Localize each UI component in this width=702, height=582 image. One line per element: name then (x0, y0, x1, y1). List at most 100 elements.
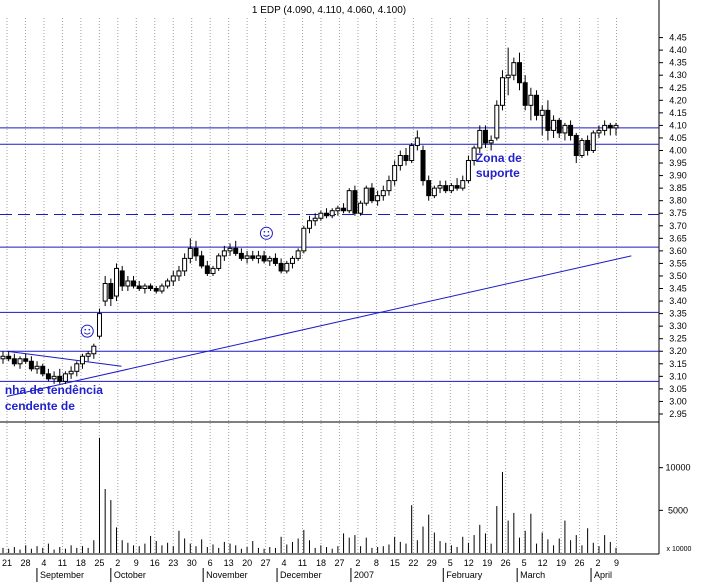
price-tick-label: 3.25 (669, 334, 687, 344)
candle (255, 250, 261, 264)
price-tick-label: 4.05 (669, 133, 687, 143)
candle (79, 353, 85, 369)
candle (6, 351, 12, 362)
candle-up (17, 358, 23, 365)
price-tick-label: 3.85 (669, 183, 687, 193)
candle-up (511, 62, 517, 76)
price-tick-label: 3.40 (669, 296, 687, 306)
candle-down (272, 257, 278, 264)
price-tick-label: 3.00 (669, 396, 687, 406)
candle-up (85, 353, 91, 357)
candle-down (420, 149, 426, 182)
candle-up (244, 255, 250, 259)
candle-down (193, 247, 199, 257)
candle (380, 185, 386, 201)
candle (108, 278, 114, 307)
candle-down (119, 270, 125, 287)
candle-up (307, 220, 312, 229)
day-tick-label: 16 (150, 558, 160, 568)
candle (596, 125, 602, 138)
candle (170, 270, 176, 286)
candle (102, 275, 108, 307)
candle-up (590, 132, 596, 151)
day-tick-label: 23 (168, 558, 178, 568)
day-tick-label: 26 (575, 558, 585, 568)
candle (131, 275, 137, 289)
candle-down (426, 180, 432, 197)
candle (148, 283, 154, 292)
candle-down (568, 124, 574, 136)
candle (187, 238, 193, 264)
price-tick-label: 3.95 (669, 158, 687, 168)
candle (482, 125, 488, 148)
candle (136, 280, 142, 292)
candle-down (324, 212, 330, 217)
candle-up (460, 180, 466, 189)
candle-up (363, 187, 369, 204)
candle (312, 213, 318, 226)
candle (221, 245, 227, 261)
candle (295, 248, 301, 261)
candle (556, 117, 562, 138)
candle (284, 260, 290, 274)
price-tick-label: 3.20 (669, 346, 687, 356)
candle (511, 57, 517, 81)
day-tick-label: 28 (20, 558, 30, 568)
candle-up (539, 109, 545, 116)
candle (539, 105, 545, 136)
day-tick-label: 21 (2, 558, 12, 568)
candle-down (573, 134, 579, 157)
candle-up (562, 124, 568, 134)
candle (233, 240, 239, 256)
candle-down (57, 375, 63, 382)
day-tick-label: 6 (208, 558, 213, 568)
price-tick-label: 3.50 (669, 271, 687, 281)
price-tick-label: 3.30 (669, 321, 687, 331)
price-tick-label: 3.90 (669, 171, 687, 181)
day-tick-label: 30 (187, 558, 197, 568)
candle-up (499, 77, 505, 106)
candle-down (607, 124, 613, 129)
candle (278, 258, 284, 274)
candle-down (148, 285, 154, 290)
candle-down (454, 185, 460, 189)
candle (409, 142, 415, 164)
candle-down (278, 262, 284, 272)
candle (392, 160, 398, 186)
price-tick-label: 3.15 (669, 359, 687, 369)
candle-up (505, 74, 511, 79)
candle (335, 205, 341, 216)
month-label: September (40, 570, 84, 580)
candle-up (301, 227, 307, 252)
candle (91, 343, 97, 359)
candle (551, 115, 557, 138)
candle (346, 188, 352, 214)
candle (324, 208, 330, 219)
candle-down (40, 365, 46, 375)
candle (522, 75, 528, 111)
day-tick-label: 18 (76, 558, 86, 568)
candle-up (182, 257, 188, 272)
candle-up (392, 165, 398, 182)
candle-down (131, 280, 137, 287)
candle-up (34, 365, 40, 370)
candle-up (397, 155, 403, 167)
smiley-icon (259, 226, 273, 240)
candle (23, 353, 29, 364)
candle-down (341, 207, 347, 212)
candle (227, 243, 233, 256)
price-tick-label: 4.00 (669, 145, 687, 155)
trend-line (6, 255, 632, 397)
candle-down (443, 185, 449, 192)
horizontal-lines (0, 127, 659, 382)
candle (613, 122, 619, 136)
candle-down (6, 355, 12, 360)
candle-up (102, 282, 108, 302)
volume-bars (2, 437, 617, 553)
candle-up (409, 144, 415, 162)
price-tick-label: 3.65 (669, 233, 687, 243)
candle-up (386, 180, 392, 192)
candle (74, 361, 80, 377)
day-tick-label: 9 (134, 558, 139, 568)
